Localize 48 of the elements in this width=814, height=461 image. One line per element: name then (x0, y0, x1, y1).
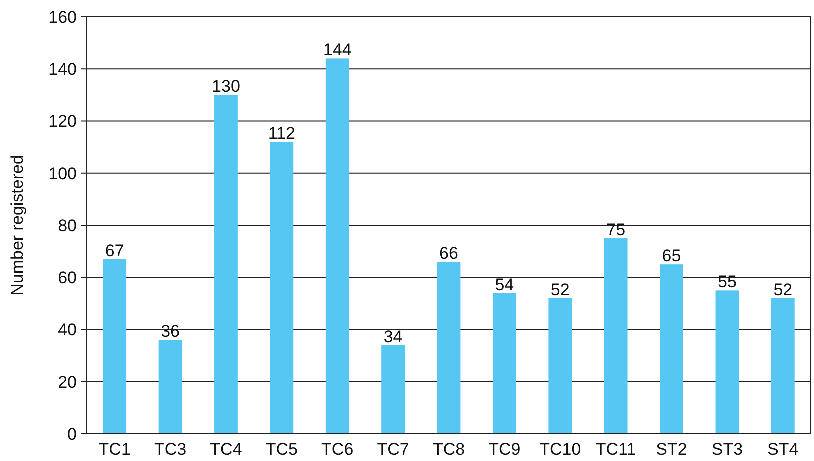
bar (158, 340, 182, 434)
bar (716, 290, 740, 434)
y-tick-label: 160 (48, 8, 77, 27)
x-tick-label: TC1 (98, 440, 131, 459)
bar (492, 293, 516, 434)
bar (326, 58, 350, 434)
y-tick-label: 140 (48, 60, 77, 80)
x-tick-label: TC7 (377, 440, 410, 459)
data-label: 75 (606, 220, 626, 240)
x-tick-label: TC9 (488, 440, 521, 459)
bar (270, 142, 294, 434)
bar (771, 298, 795, 434)
x-tick-label: TC8 (432, 440, 466, 459)
y-tick-label: 0 (68, 424, 77, 444)
x-tick-label: TC4 (210, 440, 242, 459)
bar (382, 345, 406, 434)
data-label: 55 (718, 272, 737, 292)
data-label: 52 (550, 280, 570, 300)
data-label: 66 (440, 244, 458, 263)
x-tick-label: ST4 (768, 440, 799, 459)
y-tick-label: 60 (58, 268, 77, 288)
bar (437, 262, 461, 434)
x-tick-label: ST3 (712, 440, 744, 459)
bar (660, 264, 684, 434)
y-tick-label: 20 (58, 372, 77, 392)
data-label: 112 (268, 124, 296, 144)
x-tick-label: TC11 (596, 440, 636, 459)
y-tick-label: 80 (58, 216, 77, 236)
data-label: 67 (105, 241, 124, 260)
x-tick-label: TC3 (154, 440, 187, 459)
bar (604, 238, 628, 434)
data-label: 34 (384, 327, 403, 346)
x-tick-label: TC5 (266, 440, 298, 459)
y-tick-label: 100 (48, 164, 77, 184)
bar (103, 259, 127, 434)
data-label: 54 (495, 275, 514, 294)
data-label: 52 (774, 280, 793, 300)
data-label: 130 (212, 77, 240, 96)
y-axis-title: Number registered (8, 155, 27, 296)
y-tick-label: 40 (58, 320, 77, 340)
data-label: 144 (323, 40, 352, 60)
bar (214, 95, 238, 434)
data-label: 65 (662, 246, 682, 266)
bar (548, 298, 572, 434)
x-tick-label: ST2 (656, 440, 688, 459)
x-tick-label: TC10 (540, 440, 582, 459)
x-tick-label: TC6 (322, 440, 354, 459)
y-tick-label: 120 (48, 112, 77, 132)
